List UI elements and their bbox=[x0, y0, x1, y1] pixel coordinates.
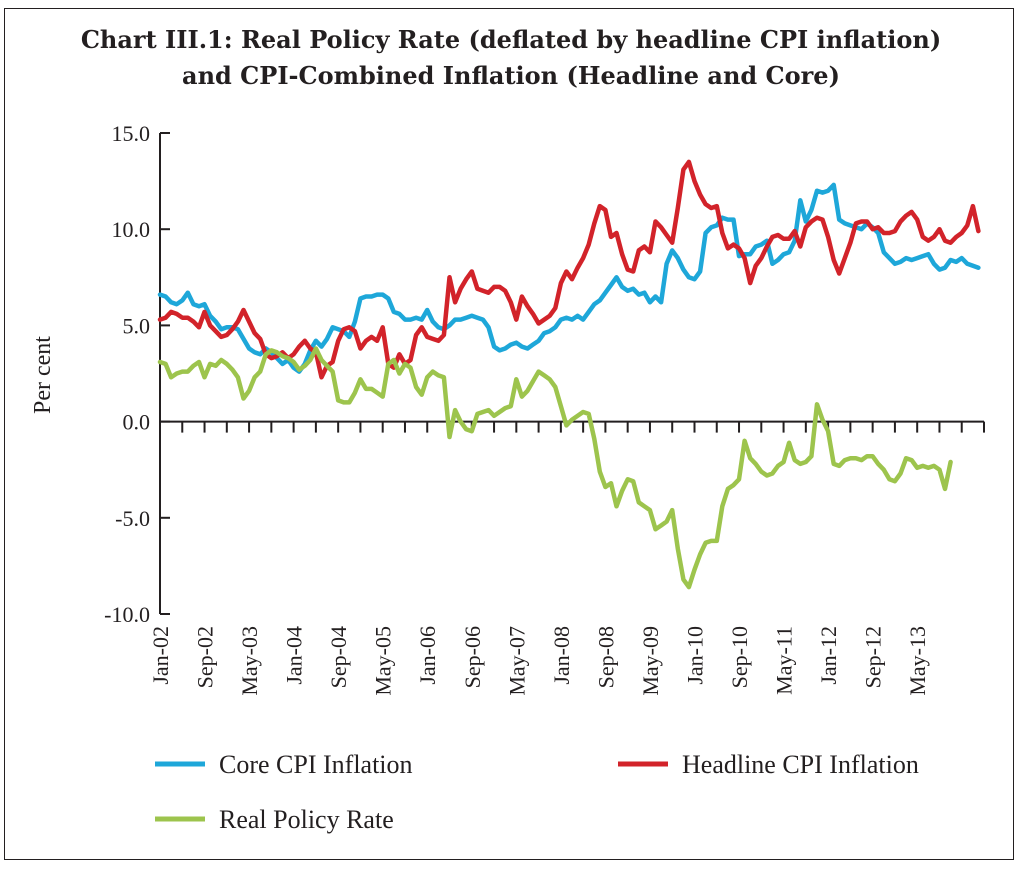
chart-frame bbox=[4, 8, 1014, 860]
x-tick-label: Jan-12 bbox=[816, 626, 841, 685]
x-tick-label: Sep-12 bbox=[861, 626, 886, 688]
x-tick-label: May-13 bbox=[905, 626, 930, 696]
y-tick-label: 15.0 bbox=[112, 121, 151, 146]
chart-title-line2: and CPI-Combined Inflation (Headline and… bbox=[182, 61, 840, 90]
y-tick-label: 5.0 bbox=[123, 313, 151, 338]
chart-title: Chart III.1: Real Policy Rate (deflated … bbox=[0, 22, 1022, 94]
x-tick-label: May-03 bbox=[237, 626, 262, 696]
x-tick-label: Sep-04 bbox=[326, 626, 351, 688]
y-tick-label: -10.0 bbox=[104, 602, 150, 627]
y-axis: 15.0 10.0 5.0 0.0 -5.0 -10.0 bbox=[104, 121, 170, 627]
x-tick-label: Sep-02 bbox=[193, 626, 218, 688]
legend-label-headline-cpi-inflation: Headline CPI Inflation bbox=[682, 750, 919, 779]
x-tick-label: Sep-06 bbox=[460, 626, 485, 688]
x-tick-label: May-11 bbox=[772, 626, 797, 695]
series-line-real-policy-rate bbox=[157, 346, 953, 590]
y-tick-label: 10.0 bbox=[112, 217, 151, 242]
y-tick-label: -5.0 bbox=[115, 506, 150, 531]
x-tick-label: May-05 bbox=[371, 626, 396, 696]
x-tick-label: May-07 bbox=[504, 626, 529, 696]
y-axis-title: Per cent bbox=[30, 336, 56, 414]
x-tick-label: Jan-10 bbox=[682, 626, 707, 685]
series-line-headline-cpi-inflation bbox=[157, 159, 981, 380]
x-tick-label: May-09 bbox=[638, 626, 663, 696]
x-tick-label: Sep-10 bbox=[727, 626, 752, 688]
x-tick-label: Jan-04 bbox=[282, 626, 307, 685]
x-tick-label: Jan-06 bbox=[415, 626, 440, 685]
x-tick-label: Jan-08 bbox=[549, 626, 574, 685]
legend: Core CPI Inflation Headline CPI Inflation… bbox=[155, 750, 919, 834]
x-axis: Jan-02 Sep-02 May-03 Jan-04 Sep-04 May-05 Jan-… bbox=[148, 420, 985, 696]
series-lines bbox=[157, 159, 981, 590]
chart-title-line1: Chart III.1: Real Policy Rate (deflated … bbox=[80, 25, 942, 54]
legend-label-core-cpi-inflation: Core CPI Inflation bbox=[219, 750, 413, 779]
x-tick-label: Sep-08 bbox=[593, 626, 618, 688]
legend-label-real-policy-rate: Real Policy Rate bbox=[219, 805, 394, 834]
y-tick-label: 0.0 bbox=[123, 410, 151, 435]
x-tick-label: Jan-02 bbox=[148, 626, 173, 685]
